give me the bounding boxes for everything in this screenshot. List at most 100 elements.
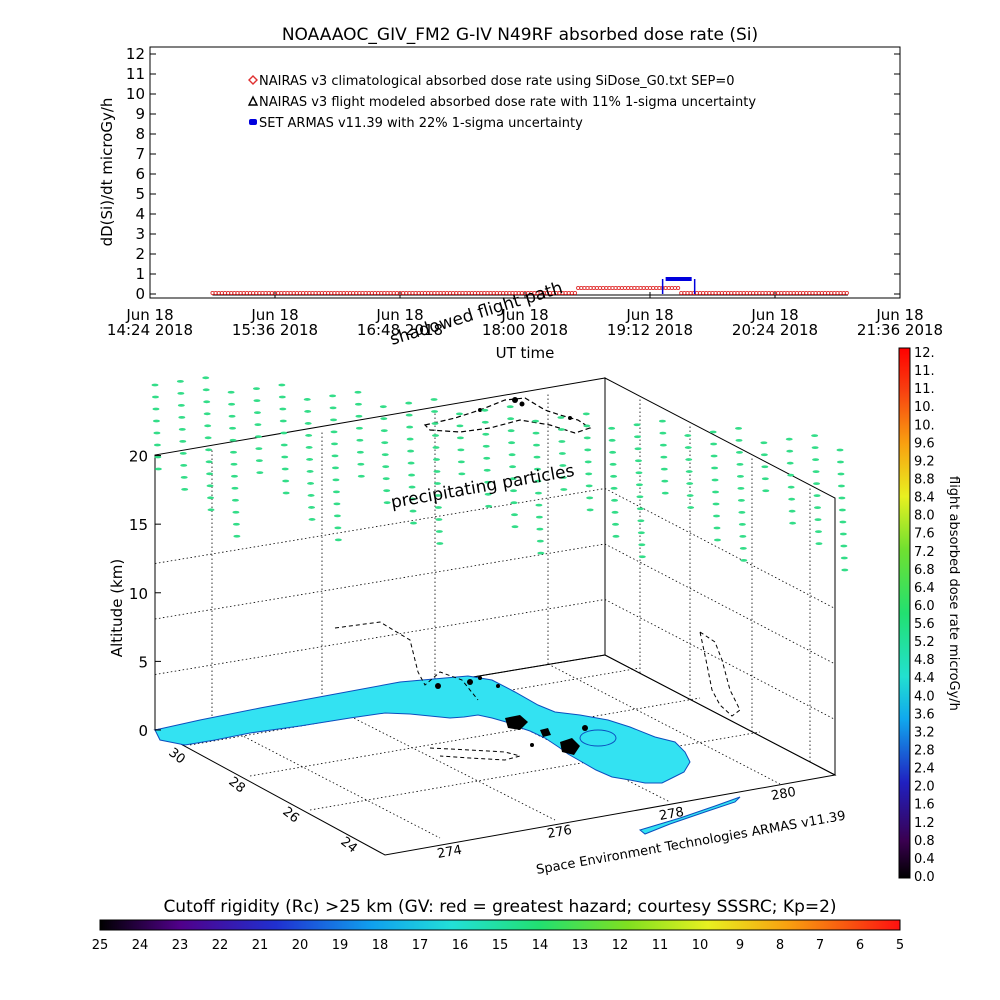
particle-marker [204, 424, 212, 428]
particle-marker [839, 532, 847, 536]
particle-marker [432, 434, 440, 437]
particle-marker [609, 462, 617, 466]
altitude-tick-label: 5 [138, 653, 148, 671]
altitude-tick-label: 10 [129, 585, 148, 603]
particle-marker [558, 440, 566, 443]
rigidity-colorbar-ticks: 25 24 23 22 21 20 19 18 17 16 15 14 13 12 11 10 9 8 7 6 5 [92, 938, 904, 953]
particle-marker [203, 412, 211, 416]
particle-marker [205, 448, 213, 452]
particle-marker [228, 414, 236, 418]
particle-marker [739, 546, 747, 550]
dose-tick-label: 3.6 [914, 707, 935, 722]
particle-marker [608, 426, 616, 430]
particle-marker [815, 542, 823, 545]
plot-series [210, 277, 849, 296]
particle-marker [307, 482, 315, 485]
particle-marker [560, 488, 568, 491]
latitude-tick-label: 28 [226, 774, 248, 796]
particle-marker [232, 522, 240, 526]
particle-marker [582, 412, 590, 416]
dose-tick-label: 0.0 [914, 870, 935, 885]
dose-tick-label: 1.6 [914, 798, 935, 813]
particle-marker [738, 510, 746, 514]
particle-marker [710, 442, 718, 446]
longitude-tick-label: 276 [546, 823, 573, 842]
figure-title: NOAAAOC_GIV_FM2 G-IV N49RF absorbed dose… [282, 25, 758, 45]
particle-marker [636, 495, 644, 499]
x-tick-label-date: Jun 18 [250, 306, 298, 324]
particle-marker [432, 458, 440, 461]
rigidity-tick-label: 6 [856, 938, 864, 953]
particle-marker [814, 518, 822, 521]
legend-label: NAIRAS v3 climatological absorbed dose r… [259, 74, 735, 89]
dose-tick-label: 1.2 [914, 816, 935, 831]
particle-marker [685, 470, 693, 473]
dose-tick-label: 4.8 [914, 653, 935, 668]
dose-tick-label: 9.6 [914, 436, 935, 451]
particle-marker [736, 462, 744, 466]
y-tick-label: 12 [126, 45, 145, 63]
dose-tick-label: 9.2 [914, 454, 935, 469]
flight-path-floor [429, 747, 522, 761]
particle-marker [508, 453, 516, 457]
particle-marker [252, 387, 260, 391]
particle-marker [814, 530, 822, 533]
florida-land [154, 675, 691, 784]
particle-marker [484, 480, 492, 484]
dose-tick-label: 12. [914, 346, 935, 361]
dose-colorbar: 12. 11. 11. 10. 10. 9.6 9.2 8.8 8.4 8.0 7.6 7.2 6.8 6… [898, 346, 961, 885]
longitude-tick-label: 280 [770, 785, 797, 804]
particle-marker [202, 388, 210, 392]
particle-marker [635, 471, 643, 475]
particle-marker [333, 502, 341, 506]
particle-marker [332, 478, 340, 482]
particle-marker [406, 437, 414, 441]
particle-marker [458, 472, 466, 476]
particle-marker [356, 438, 364, 442]
dose-tick-label: 4.4 [914, 671, 935, 686]
particle-marker [736, 474, 744, 478]
latitude-tick-label: 30 [166, 745, 188, 767]
particle-marker [152, 419, 160, 423]
particle-marker [256, 471, 264, 475]
particle-marker [306, 458, 314, 461]
floor-gridline [211, 719, 441, 839]
particle-marker [205, 460, 213, 464]
rigidity-colorbar-gradient [99, 919, 901, 931]
particle-marker [510, 501, 518, 505]
particle-marker [229, 426, 237, 430]
floor-gridline [249, 697, 701, 777]
particle-marker [379, 405, 387, 409]
dose-tick-label: 11. [914, 364, 935, 379]
particle-marker [687, 506, 695, 509]
rigidity-tick-label: 12 [612, 938, 629, 953]
dose-tick-label: 8.0 [914, 509, 935, 524]
latitude-tick-label: 24 [338, 834, 360, 856]
particle-marker [635, 483, 643, 487]
particle-marker [533, 467, 541, 471]
particle-marker [334, 526, 342, 530]
particle-marker [788, 497, 796, 501]
x-tick-label-time: 18:00 2018 [482, 321, 568, 339]
particle-marker [181, 488, 189, 491]
particle-marker [610, 486, 618, 490]
dose-colorbar-label: flight absorbed dose rate microGy/h [946, 476, 961, 711]
particle-marker [536, 539, 544, 543]
y-tick-label: 3 [135, 225, 145, 243]
particle-marker [711, 478, 719, 482]
particle-marker [202, 376, 210, 380]
back-wall-left [154, 377, 606, 731]
particle-marker [254, 435, 262, 439]
rigidity-tick-label: 23 [172, 938, 189, 953]
particle-marker [532, 419, 540, 423]
x-tick-label-time: 21:36 2018 [857, 321, 943, 339]
particle-marker [456, 424, 464, 428]
particle-marker [735, 450, 743, 454]
particle-marker [230, 450, 238, 454]
particle-marker [533, 443, 541, 447]
particle-marker [177, 404, 185, 407]
particle-marker [380, 417, 388, 421]
urban-black-patches [435, 676, 588, 755]
particle-marker [841, 568, 849, 572]
